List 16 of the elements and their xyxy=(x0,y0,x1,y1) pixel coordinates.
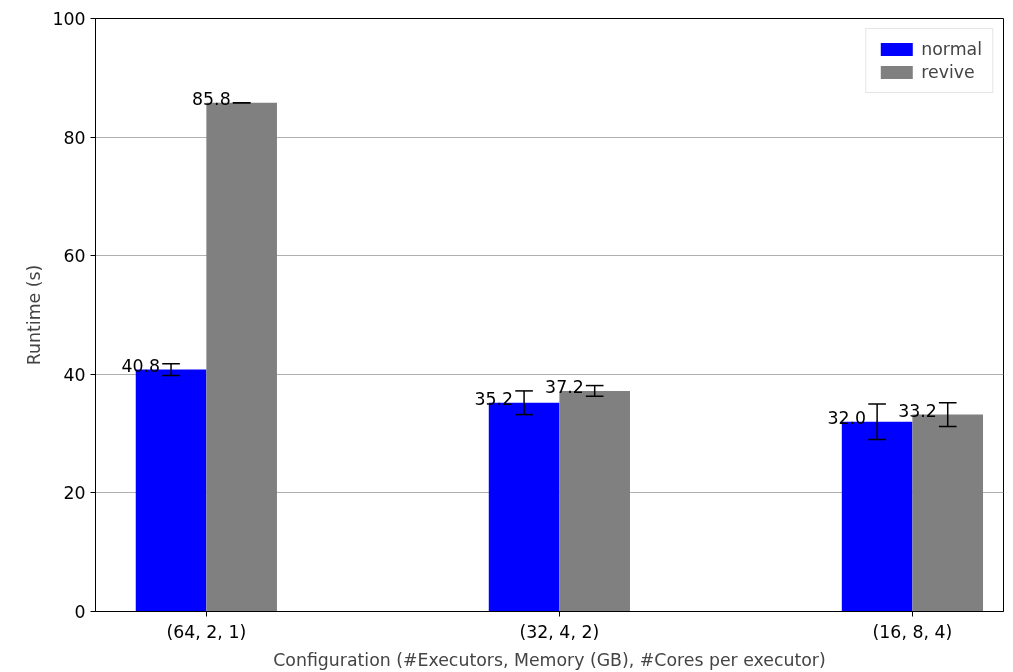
y-tick-label: 100 xyxy=(52,9,86,29)
y-tick-label: 60 xyxy=(63,246,86,267)
y-tick-label: 20 xyxy=(63,483,86,504)
x-tick-label: (64, 2, 1) xyxy=(166,621,247,642)
x-tick-label: (32, 4, 2) xyxy=(519,621,600,642)
data-label: 37.2 xyxy=(545,376,584,397)
legend-label: normal xyxy=(921,39,982,59)
y-tick-label: 80 xyxy=(63,127,86,148)
data-label: 85.8 xyxy=(192,88,231,109)
x-tick-label: (16, 8, 4) xyxy=(872,621,953,642)
y-tick-label: 0 xyxy=(74,602,86,622)
legend-label: revive xyxy=(921,62,975,82)
x-axis-title: Configuration (#Executors, Memory (GB), #Cores per executor) xyxy=(273,649,826,670)
y-tick-label: 40 xyxy=(63,364,86,385)
data-label: 33.2 xyxy=(898,400,937,421)
y-axis-title: Runtime (s) xyxy=(24,264,45,366)
